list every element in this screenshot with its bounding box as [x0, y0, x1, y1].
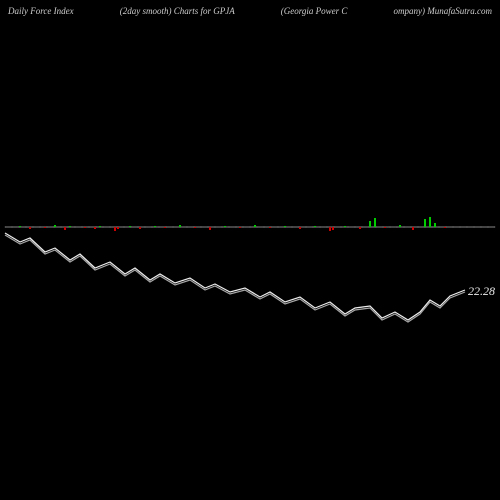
force-index-chart: [0, 0, 500, 500]
price-value-label: 22.28: [468, 284, 495, 299]
